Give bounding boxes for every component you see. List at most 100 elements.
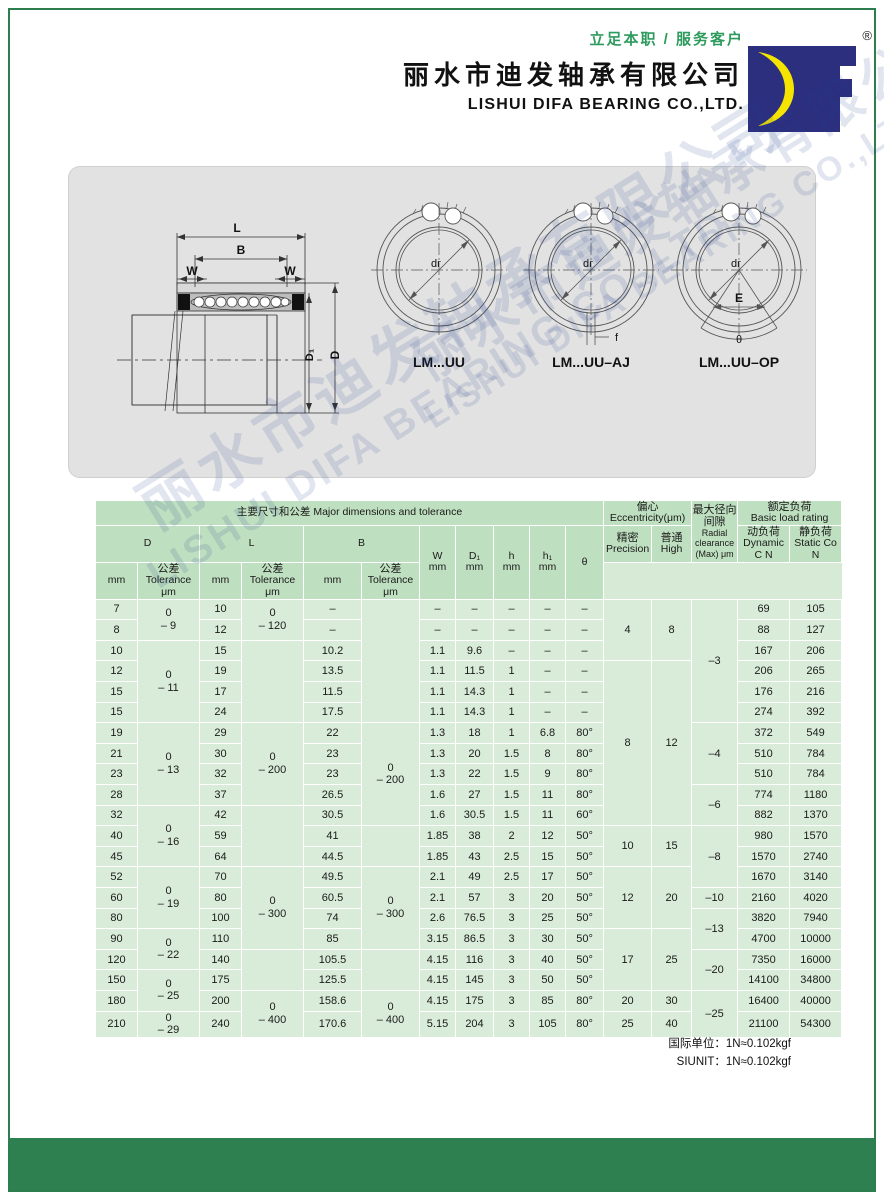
- cell-high: 12: [651, 660, 693, 827]
- cell-w: –: [419, 619, 456, 641]
- cell-h1: 6.8: [529, 722, 566, 744]
- cell-dynamic-load: 1570: [737, 845, 791, 868]
- cell-d: 52: [95, 866, 138, 888]
- cell-l: 140: [199, 948, 242, 971]
- cell-b: –: [303, 598, 362, 621]
- cell-l-tolerance: [241, 639, 304, 724]
- cell-l: 32: [199, 763, 242, 786]
- th-static-cn: 静负荷: [799, 526, 833, 539]
- cell-dynamic-load: 167: [737, 639, 791, 662]
- cell-static-load: 784: [789, 763, 843, 786]
- table-row: 60 80 60.5 2.1 57 3 20 50° –10 2160 4020: [95, 887, 843, 909]
- th-h1: h₁ mm: [529, 525, 566, 600]
- cell-w: 1.85: [419, 825, 456, 847]
- company-name-en: LISHUI DIFA BEARING CO.,LTD.: [467, 96, 744, 113]
- cell-high: 30: [651, 989, 693, 1012]
- cell-l-tolerance: 0– 400: [241, 989, 304, 1038]
- cell-static-load: 2740: [789, 845, 843, 868]
- cell-d1: 145: [455, 969, 494, 991]
- th-theta: θ: [564, 525, 605, 600]
- cell-b: 170.6: [303, 1010, 362, 1038]
- th-w-symbol: W: [432, 549, 443, 562]
- cell-b-tolerance: [361, 948, 420, 991]
- svg-text:W: W: [284, 264, 296, 278]
- cell-b: 10.2: [303, 639, 362, 662]
- cell-d1: 27: [455, 784, 494, 806]
- th-b-tol-unit: μm: [383, 585, 398, 598]
- cell-radial-clearance: –13: [691, 907, 739, 950]
- cell-w: 1.1: [419, 701, 456, 724]
- cell-dynamic-load: 510: [737, 742, 791, 765]
- svg-text:f: f: [615, 332, 619, 344]
- cell-h1: 8: [529, 742, 566, 765]
- cell-b: 23: [303, 742, 362, 765]
- cell-static-load: 40000: [789, 989, 843, 1012]
- cell-l-tolerance: 0– 200: [241, 722, 304, 806]
- cell-d-tolerance: 0– 11: [137, 639, 200, 724]
- cell-h1: 40: [529, 948, 566, 971]
- note-en: SIUNIT：1N≈0.102kgf: [676, 1055, 791, 1068]
- section-lm-uu-op: dr E θ LM...UU–OP: [671, 201, 807, 370]
- footer-bar-inner: [8, 1138, 876, 1192]
- cell-dynamic-load: 206: [737, 660, 791, 683]
- th-static: 静负荷 Static Co N: [789, 525, 843, 563]
- cell-d1: 9.6: [455, 639, 494, 662]
- cell-l-tolerance: [241, 948, 304, 991]
- cell-theta: 50°: [564, 928, 605, 950]
- cell-l: 37: [199, 784, 242, 806]
- cell-h1: 105: [529, 1010, 566, 1038]
- cell-theta: –: [564, 660, 605, 683]
- cell-static-load: 1570: [789, 825, 843, 847]
- th-d-mm: mm: [95, 561, 138, 600]
- cell-theta: 50°: [564, 866, 605, 888]
- cell-d1: 14.3: [455, 701, 494, 724]
- cell-d: 21: [95, 742, 138, 765]
- th-d1-symbol: D₁: [468, 549, 481, 562]
- cell-theta: 80°: [564, 722, 605, 744]
- cell-b-tolerance: 0– 200: [361, 722, 420, 827]
- th-l-tol-cn: 公差: [261, 562, 284, 575]
- cell-b: 49.5: [303, 866, 362, 888]
- svg-text:D₁: D₁: [304, 348, 316, 361]
- cell-h1: 11: [529, 784, 566, 806]
- cell-h1: 17: [529, 866, 566, 888]
- cell-dynamic-load: 1670: [737, 866, 791, 888]
- cell-l: 24: [199, 701, 242, 724]
- cell-static-load: 127: [789, 619, 843, 641]
- unit-notes: 国际单位：1N≈0.102kgf SIUNIT：1N≈0.102kgf: [668, 1036, 791, 1072]
- th-high: 普通 High: [651, 525, 693, 563]
- th-eccentricity-cn: 偏心: [636, 501, 659, 513]
- cell-d: 19: [95, 722, 138, 744]
- cell-dynamic-load: 774: [737, 784, 791, 806]
- cell-h: 1.5: [493, 742, 530, 765]
- specification-table-wrapper: 主要尺寸和公差 Major dimensions and tolerance 偏…: [94, 499, 843, 1038]
- cell-h1: 9: [529, 763, 566, 786]
- cell-w: 1.3: [419, 742, 456, 765]
- cell-static-load: 549: [789, 722, 843, 744]
- cell-dynamic-load: 510: [737, 763, 791, 786]
- cell-high: 25: [651, 928, 693, 991]
- cell-h: 1: [493, 722, 530, 744]
- th-high-cn: 普通: [660, 531, 683, 544]
- th-radial-clearance-en: Radial clearance (Max) μm: [695, 528, 735, 559]
- th-precision: 精密 Precision: [603, 525, 653, 563]
- cell-dynamic-load: 21100: [737, 1010, 791, 1038]
- cell-d1: 22: [455, 763, 494, 786]
- company-slogan: 立足本职 / 服务客户: [589, 31, 744, 48]
- footer-bar: [8, 1138, 876, 1192]
- company-identity: 立足本职 / 服务客户 丽水市迪发轴承有限公司 LISHUI DIFA BEAR…: [184, 28, 744, 114]
- cell-static-load: 7940: [789, 907, 843, 930]
- svg-text:E: E: [735, 291, 743, 305]
- cell-static-load: 265: [789, 660, 843, 683]
- note-cn: 国际单位：1N≈0.102kgf: [668, 1038, 791, 1050]
- cell-l: 110: [199, 928, 242, 950]
- cell-h: –: [493, 619, 530, 641]
- cell-l-tolerance: 0– 300: [241, 866, 304, 950]
- cell-d: 60: [95, 887, 138, 909]
- cell-theta: 80°: [564, 1010, 605, 1038]
- cell-l: 15: [199, 639, 242, 662]
- cell-b-tolerance: [361, 598, 420, 724]
- cell-dynamic-load: 7350: [737, 948, 791, 971]
- th-h-symbol: h: [508, 549, 515, 562]
- th-l-mm: mm: [199, 561, 242, 600]
